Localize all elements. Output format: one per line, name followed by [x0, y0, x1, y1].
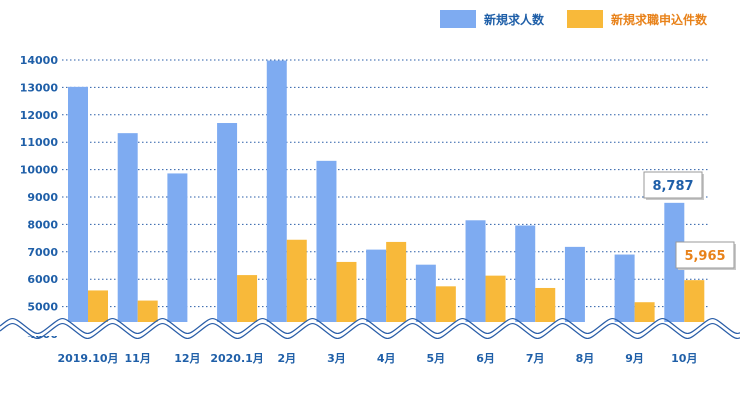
x-tick-label: 5月 [427, 352, 446, 365]
bar-new-job-openings [564, 246, 585, 334]
x-tick-label: 11月 [125, 352, 151, 365]
callout-new-job-openings: 8,787 [643, 171, 704, 200]
legend: 新規求人数 新規求職申込件数 [440, 10, 708, 28]
bar-new-applications [237, 275, 258, 334]
y-tick-label: 13000 [20, 81, 59, 94]
y-tick-label: 14000 [20, 54, 59, 67]
bar-new-job-openings [465, 220, 486, 334]
y-tick-label: 11000 [20, 136, 59, 149]
legend-label: 新規求人数 [484, 12, 545, 27]
bar-new-job-openings [366, 249, 387, 334]
bar-new-applications [286, 239, 307, 334]
bar-new-applications [684, 280, 705, 334]
bar-new-job-openings [266, 60, 287, 334]
x-tick-label: 10月 [671, 352, 697, 365]
bar-new-applications [485, 275, 506, 334]
legend-swatch [440, 10, 476, 28]
bar-new-job-openings [316, 160, 337, 334]
axis-break-line [0, 317, 740, 335]
data-label: 8,787 [652, 179, 693, 194]
bar-new-applications [386, 241, 407, 334]
y-tick-label: 7000 [27, 246, 58, 259]
bar-new-job-openings [515, 225, 536, 334]
y-tick-label: 8000 [27, 218, 58, 231]
x-tick-label: 12月 [174, 352, 200, 365]
bar-new-job-openings [664, 202, 685, 334]
x-tick-label: 2019.10月 [57, 352, 118, 365]
x-tick-label: 6月 [476, 352, 495, 365]
y-tick-label: 10000 [20, 164, 59, 177]
bar-new-job-openings [167, 173, 188, 334]
bar-new-job-openings [415, 264, 436, 334]
bar-new-job-openings [68, 86, 88, 335]
y-tick-label: 12000 [20, 109, 59, 122]
y-tick-label: 6000 [27, 273, 58, 286]
callout-box [643, 171, 703, 199]
bar-new-job-openings [217, 123, 238, 335]
x-tick-label: 3月 [327, 352, 346, 365]
x-tick-label: 9月 [625, 352, 644, 365]
x-tick-label: 8月 [576, 352, 595, 365]
bar-new-job-openings [117, 133, 138, 334]
y-tick-label: 9000 [27, 191, 58, 204]
legend-swatch [567, 10, 603, 28]
y-tick-label: 5000 [27, 301, 58, 314]
data-label: 5,965 [684, 249, 725, 264]
x-tick-label: 2月 [277, 352, 296, 365]
bar-new-applications [336, 261, 357, 334]
callout-box [675, 241, 735, 269]
x-tick-label: 7月 [526, 352, 545, 365]
x-tick-label: 4月 [377, 352, 396, 365]
axis-break-mask [0, 322, 712, 336]
legend-label: 新規求職申込件数 [611, 12, 708, 27]
callout-new-applications: 5,965 [675, 241, 736, 270]
axis-break-line [0, 322, 740, 340]
bar-new-job-openings [614, 254, 635, 334]
x-tick-label: 2020.1月 [210, 352, 263, 365]
